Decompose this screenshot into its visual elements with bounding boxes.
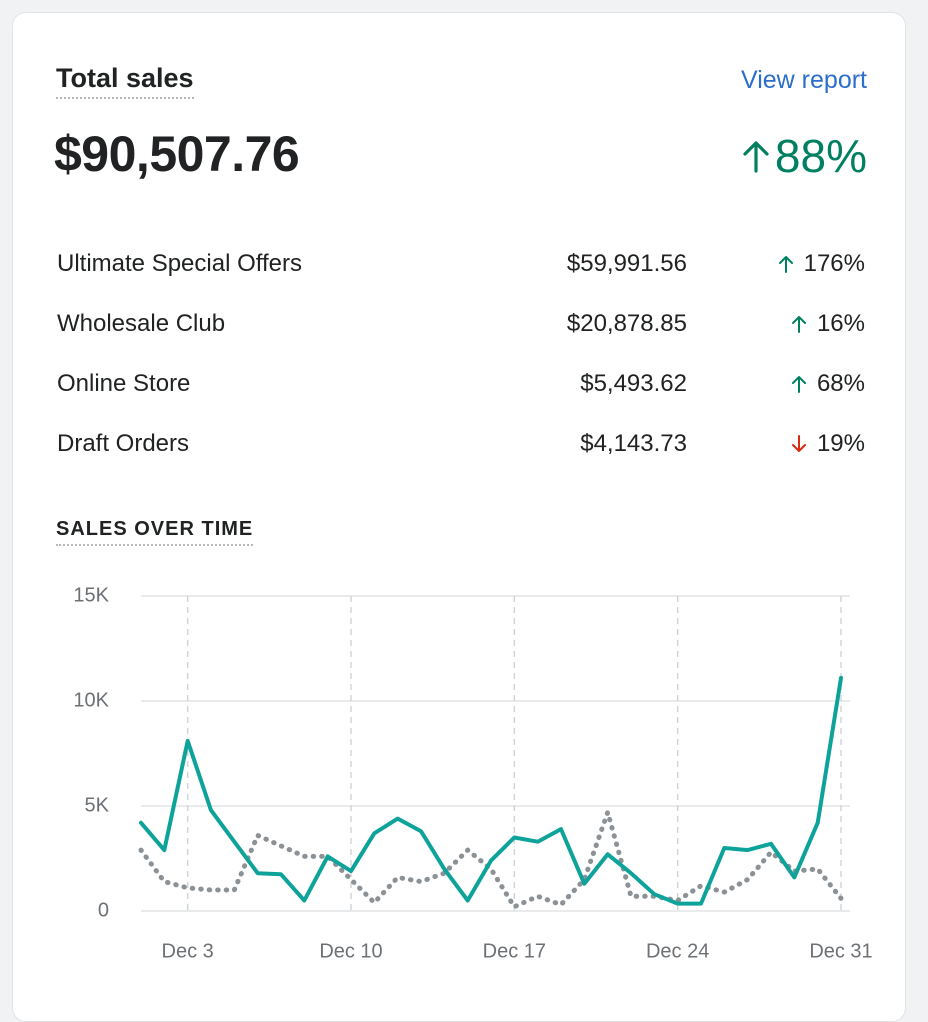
y-tick-label: 15K [73, 584, 109, 606]
x-tick-label: Dec 31 [809, 940, 872, 962]
channel-change: 176% [778, 250, 865, 278]
channel-amount: $4,143.73 [580, 430, 687, 457]
y-tick-label: 5K [85, 794, 110, 816]
change-value: 176% [803, 250, 865, 277]
view-report-link[interactable]: View report [741, 66, 867, 94]
channel-name: Wholesale Club [57, 310, 226, 337]
change-value: 88% [774, 130, 867, 182]
channel-amount: $20,878.85 [566, 310, 687, 337]
channel-change: 19% [791, 430, 865, 458]
channel-name: Ultimate Special Offers [57, 250, 302, 277]
channel-name: Online Store [57, 370, 191, 397]
change-arrow [778, 256, 793, 273]
breakdown-row: Ultimate Special Offers $59,991.56 176% [13, 244, 907, 284]
x-tick-label: Dec 17 [483, 940, 546, 962]
total-change: 88% [741, 129, 867, 183]
breakdown-row: Wholesale Club $20,878.85 16% [13, 304, 907, 344]
channel-name: Draft Orders [57, 430, 190, 457]
breakdown-row: Draft Orders $4,143.73 19% [13, 424, 907, 464]
channel-amount: $5,493.62 [580, 370, 687, 397]
y-tick-label: 0 [98, 899, 109, 921]
series-line [139, 675, 843, 906]
change-arrow [743, 141, 769, 173]
x-tick-label: Dec 3 [162, 940, 214, 962]
y-tick-label: 10K [73, 689, 109, 711]
card-title: Total sales [56, 63, 194, 99]
card: Total sales View report $90,507.76 88% U… [12, 12, 906, 1022]
change-value: 19% [816, 430, 865, 457]
change-value: 16% [816, 310, 865, 337]
change-arrow [791, 316, 806, 333]
x-tick-label: Dec 10 [319, 940, 382, 962]
channel-change: 16% [791, 310, 865, 338]
channel-amount: $59,991.56 [566, 250, 687, 277]
chart-title: SALES OVER TIME [56, 518, 254, 546]
change-arrow [791, 376, 806, 393]
series-line [138, 809, 844, 910]
channel-change: 68% [791, 370, 865, 398]
change-value: 68% [816, 370, 865, 397]
breakdown-row: Online Store $5,493.62 68% [13, 364, 907, 404]
x-tick-label: Dec 24 [646, 940, 709, 962]
total-amount: $90,507.76 [54, 126, 300, 182]
change-arrow [791, 435, 806, 452]
